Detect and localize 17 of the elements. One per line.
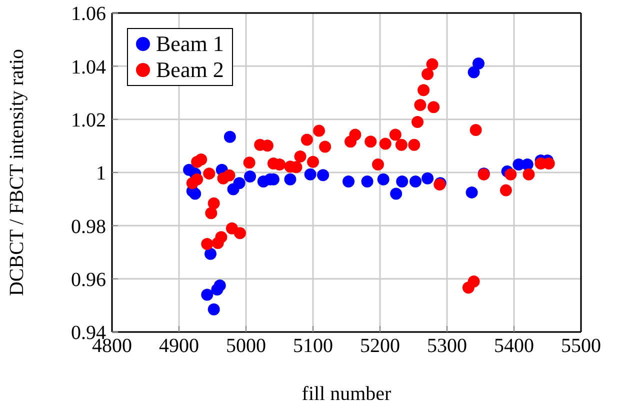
legend-label: Beam 1 (156, 31, 224, 57)
x-tick-label: 5100 (293, 335, 333, 358)
y-tick-label: 1.02 (71, 109, 106, 132)
x-axis-title: fill number (302, 383, 392, 405)
y-tick-label: 0.98 (71, 216, 106, 238)
x-tick-label: 4900 (159, 335, 199, 358)
y-tick-label: 1.06 (71, 3, 106, 26)
x-tick-label: 5000 (226, 335, 266, 358)
x-tick-label: 5400 (494, 335, 534, 358)
y-tick-label: 1.04 (71, 56, 106, 78)
y-axis-title: DCBCT / FBCT intensity ratio (6, 48, 28, 296)
x-tick-label: 5300 (427, 335, 467, 358)
y-tick-label: 0.96 (71, 268, 106, 291)
x-tick-label: 5200 (360, 335, 400, 358)
y-tick-label: 1 (96, 162, 106, 185)
legend-label: Beam 2 (156, 57, 224, 83)
x-tick-label: 5500 (561, 335, 601, 358)
